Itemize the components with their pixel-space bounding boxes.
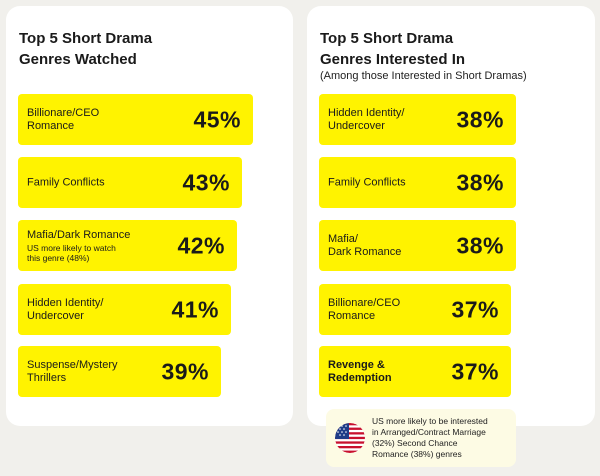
bar: Billionare/CEO Romance 37% xyxy=(319,284,511,335)
bar-label: Hidden Identity/ Undercover xyxy=(27,297,167,323)
bar-label-text: Hidden Identity/ Undercover xyxy=(328,106,405,132)
bar-label-text: Suspense/Mystery Thrillers xyxy=(27,358,118,384)
bar-label-text: Family Conflicts xyxy=(27,176,105,188)
bar-label-text: Billionare/CEO Romance xyxy=(27,106,100,132)
bar-label: Revenge & Redemption xyxy=(328,359,468,385)
bar-value: 38% xyxy=(456,169,504,195)
chart-card-interested: Top 5 Short Drama Genres Interested In (… xyxy=(307,6,595,426)
chart-title: Top 5 Short Drama Genres Watched xyxy=(19,30,153,68)
bar: Mafia/ Dark Romance 38% xyxy=(319,220,516,271)
bar-label-text: Billionare/CEO Romance xyxy=(328,296,401,322)
bar-value: 38% xyxy=(456,106,504,132)
bar-value: 42% xyxy=(177,232,225,258)
chart-card-watched: Top 5 Short Drama Genres Watched Billion… xyxy=(6,6,293,426)
bar: Suspense/Mystery Thrillers 39% xyxy=(18,346,221,397)
bar-value: 37% xyxy=(451,358,499,384)
bar: Billionare/CEO Romance 45% xyxy=(18,94,253,145)
bar-label-text: Mafia/ Dark Romance xyxy=(328,232,402,258)
bar-label-text: Mafia/Dark Romance xyxy=(27,228,131,241)
bar-label-text: Revenge & Redemption xyxy=(328,358,392,384)
us-callout-text: US more likely to be interested in Arran… xyxy=(372,416,488,459)
bar-value: 41% xyxy=(171,296,219,322)
bar-value: 43% xyxy=(182,169,230,195)
bar-label-text: Family Conflicts xyxy=(328,176,406,188)
us-flag-icon xyxy=(335,423,365,453)
bar-label: Family Conflicts xyxy=(328,176,468,189)
bar: Family Conflicts 38% xyxy=(319,157,516,208)
bar-note: US more likely to watch this genre (48%) xyxy=(27,242,116,263)
bar-label: Mafia/ Dark Romance xyxy=(328,233,468,259)
bar: Family Conflicts 43% xyxy=(18,157,242,208)
chart-subtitle: (Among those Interested in Short Dramas) xyxy=(320,70,527,82)
bar-value: 39% xyxy=(161,358,209,384)
bar-value: 37% xyxy=(451,296,499,322)
bar-label: Billionare/CEO Romance xyxy=(27,107,167,133)
bar-label-text: Hidden Identity/ Undercover xyxy=(27,296,104,322)
bar: Mafia/Dark Romance US more likely to watc… xyxy=(18,220,237,271)
chart-title: Top 5 Short Drama Genres Interested In xyxy=(320,30,466,68)
bar-label: Suspense/Mystery Thrillers xyxy=(27,359,167,385)
bar-value: 38% xyxy=(456,232,504,258)
bar: Hidden Identity/ Undercover 41% xyxy=(18,284,231,335)
bar-label: Billionare/CEO Romance xyxy=(328,297,468,323)
bar-label: Hidden Identity/ Undercover xyxy=(328,107,468,133)
bar-label: Mafia/Dark Romance US more likely to watc… xyxy=(27,229,167,263)
bar: Hidden Identity/ Undercover 38% xyxy=(319,94,516,145)
us-callout: US more likely to be interested in Arran… xyxy=(326,409,516,467)
bar: Revenge & Redemption 37% xyxy=(319,346,511,397)
bar-label: Family Conflicts xyxy=(27,176,167,189)
bar-value: 45% xyxy=(193,106,241,132)
